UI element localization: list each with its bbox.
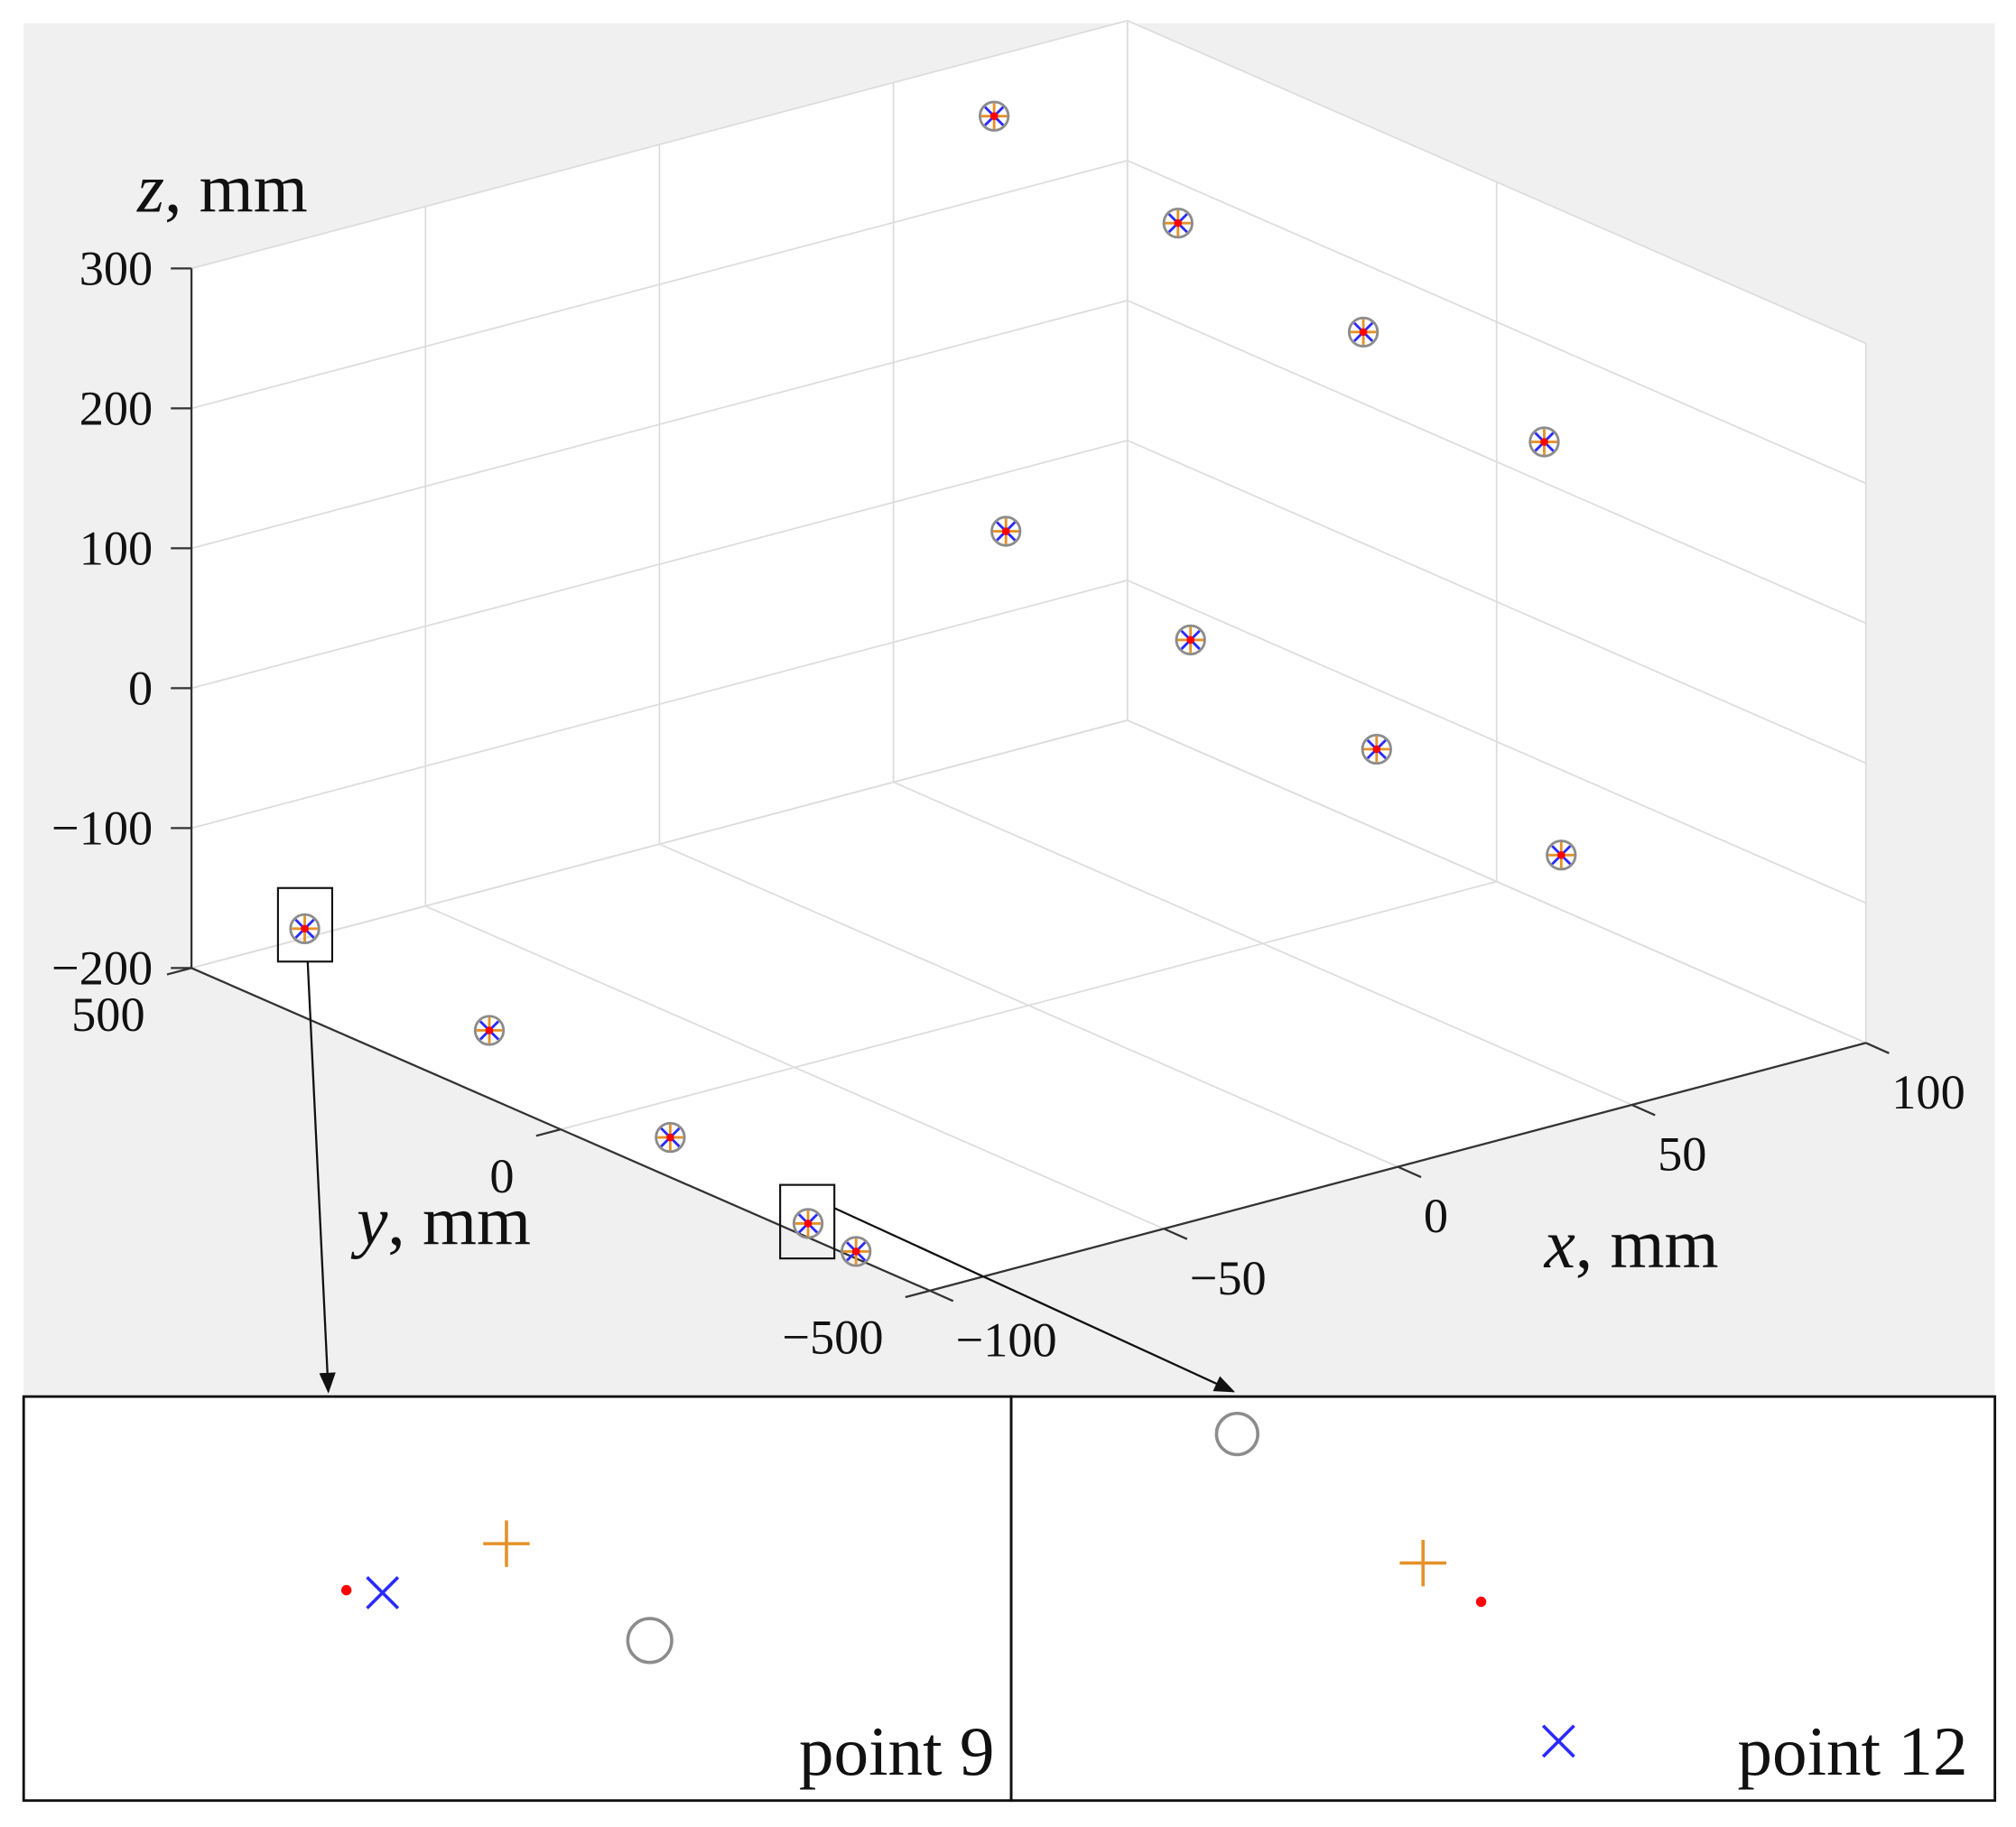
dot-marker bbox=[485, 1026, 494, 1034]
marks bbox=[289, 100, 1577, 1267]
circle-marker bbox=[841, 1236, 872, 1267]
dot-marker bbox=[1359, 328, 1368, 337]
z-tick-label: −200 bbox=[51, 941, 153, 996]
circle-marker bbox=[990, 515, 1022, 547]
z-axis-var: z bbox=[136, 150, 164, 227]
grid-line bbox=[560, 880, 1497, 1130]
dot-marker bbox=[1475, 1596, 1487, 1608]
circle-marker bbox=[1214, 1411, 1259, 1457]
y-tick-label: 0 bbox=[489, 1149, 514, 1203]
dot-marker bbox=[1174, 218, 1183, 227]
inset-label: point 9 bbox=[799, 1712, 995, 1790]
x-tick-label: −50 bbox=[1190, 1251, 1267, 1305]
dot-marker bbox=[1372, 745, 1381, 754]
circle-marker bbox=[289, 913, 321, 945]
x-tick-label: 50 bbox=[1658, 1127, 1706, 1182]
arrow bbox=[833, 1207, 1236, 1393]
z-tick-label: 0 bbox=[128, 662, 153, 716]
dot-marker bbox=[989, 112, 999, 120]
dot-marker bbox=[1540, 438, 1548, 446]
grid-line bbox=[190, 719, 1128, 969]
x-tick bbox=[1631, 1103, 1656, 1117]
circle-marker bbox=[655, 1121, 686, 1154]
circle-marker bbox=[1347, 316, 1380, 348]
y-tick bbox=[166, 967, 192, 976]
circle-marker bbox=[978, 100, 1010, 132]
y-tick bbox=[535, 1128, 562, 1137]
arrow bbox=[306, 961, 336, 1394]
dot-marker bbox=[804, 1220, 813, 1228]
plus-marker bbox=[483, 1520, 530, 1567]
x-axis-var: x bbox=[1544, 1205, 1575, 1283]
circle-marker bbox=[1546, 839, 1577, 871]
z-tick-label: 300 bbox=[79, 242, 153, 296]
z-tick-label: −100 bbox=[51, 802, 153, 856]
highlight-box bbox=[779, 1183, 836, 1260]
y-axis-unit: , mm bbox=[387, 1182, 531, 1259]
x-tick bbox=[1865, 1042, 1890, 1054]
plus-marker bbox=[1399, 1539, 1446, 1587]
z-tick-label: 100 bbox=[79, 522, 153, 576]
dot-marker bbox=[666, 1133, 674, 1142]
x-tick bbox=[1397, 1165, 1422, 1179]
highlight-box bbox=[276, 886, 334, 963]
dot-marker bbox=[1556, 850, 1565, 859]
x-tick bbox=[1163, 1228, 1188, 1240]
x-tick-label: 0 bbox=[1424, 1189, 1448, 1243]
circle-marker bbox=[792, 1208, 824, 1239]
cross-marker bbox=[1541, 1724, 1575, 1758]
x-tick-label: −100 bbox=[956, 1312, 1057, 1367]
dot-marker bbox=[340, 1584, 352, 1596]
dot-marker bbox=[851, 1247, 860, 1256]
x-axis-label: x, mm bbox=[1544, 1205, 1719, 1283]
z-tick-label: 200 bbox=[79, 382, 153, 436]
y-axis-var: y bbox=[350, 1182, 388, 1259]
x-tick-label: 100 bbox=[1891, 1065, 1965, 1119]
inset-markers bbox=[340, 1411, 1575, 1758]
z-axis-label: z, mm bbox=[136, 150, 308, 227]
y-tick-label: −500 bbox=[782, 1311, 883, 1365]
walls bbox=[166, 20, 1890, 1303]
y-axis-label: y, mm bbox=[350, 1182, 531, 1259]
dot-marker bbox=[1001, 527, 1010, 535]
circle-marker bbox=[626, 1617, 674, 1665]
inset-panel bbox=[22, 1395, 1013, 1803]
x-axis-unit: , mm bbox=[1575, 1205, 1719, 1283]
x-tick bbox=[929, 1289, 954, 1303]
inset-panel bbox=[1009, 1395, 1997, 1803]
dot-marker bbox=[301, 924, 309, 933]
circle-marker bbox=[473, 1015, 506, 1046]
cross-marker bbox=[366, 1576, 400, 1609]
dot-marker bbox=[1186, 635, 1194, 645]
circle-marker bbox=[1175, 624, 1206, 656]
circle-marker bbox=[1162, 207, 1194, 239]
inset-label: point 12 bbox=[1737, 1712, 1967, 1790]
y-tick bbox=[905, 1289, 931, 1299]
circle-marker bbox=[1528, 426, 1560, 458]
circle-marker bbox=[1361, 733, 1392, 765]
z-axis-unit: , mm bbox=[164, 150, 308, 227]
y-tick-label: 500 bbox=[71, 988, 145, 1042]
